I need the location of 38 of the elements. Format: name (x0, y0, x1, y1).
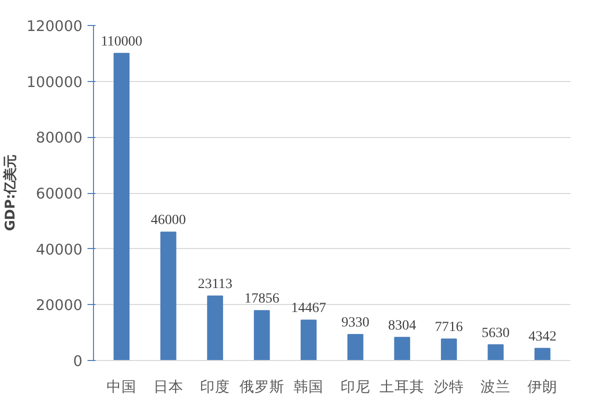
x-tick-label: 土耳其 (380, 378, 425, 396)
x-tick-label: 印度 (200, 378, 230, 396)
bar (534, 348, 550, 360)
y-tick-label: 100000 (26, 74, 83, 91)
data-label: 5630 (482, 326, 510, 341)
data-label: 46000 (150, 213, 186, 228)
bar (207, 295, 224, 360)
x-tick-label: 中国 (106, 378, 137, 396)
x-tick-label: 波兰 (480, 378, 511, 396)
x-tick-label: 印尼 (340, 378, 370, 396)
data-label: 7716 (434, 320, 463, 335)
bar (440, 338, 457, 360)
data-label: 9330 (341, 315, 370, 330)
x-tick-label: 伊朗 (527, 378, 558, 396)
x-tick-label: 日本 (153, 378, 184, 396)
data-label: 17856 (244, 292, 280, 307)
bar (347, 334, 364, 360)
data-label: 14467 (291, 301, 326, 316)
y-axis-title: GDP:亿美元 (2, 154, 19, 232)
y-tick-label: 80000 (36, 130, 82, 147)
data-label: 8304 (388, 318, 416, 334)
data-label: 4342 (528, 329, 556, 344)
x-tick-label: 韩国 (294, 378, 324, 396)
y-tick-label: 0 (73, 353, 83, 370)
x-tick-label: 沙特 (434, 378, 464, 396)
data-label: 110000 (100, 34, 142, 50)
x-tick-label: 俄罗斯 (239, 378, 284, 396)
bar (488, 344, 504, 360)
bar (300, 320, 317, 360)
bar (160, 232, 176, 360)
y-tick-label: 120000 (26, 18, 83, 35)
data-label: 23113 (198, 276, 232, 292)
bar (394, 336, 410, 360)
bar (254, 310, 270, 360)
y-tick-label: 20000 (36, 297, 82, 314)
bar (114, 52, 130, 360)
y-tick-label: 60000 (36, 186, 82, 202)
y-tick-label: 40000 (36, 241, 82, 258)
